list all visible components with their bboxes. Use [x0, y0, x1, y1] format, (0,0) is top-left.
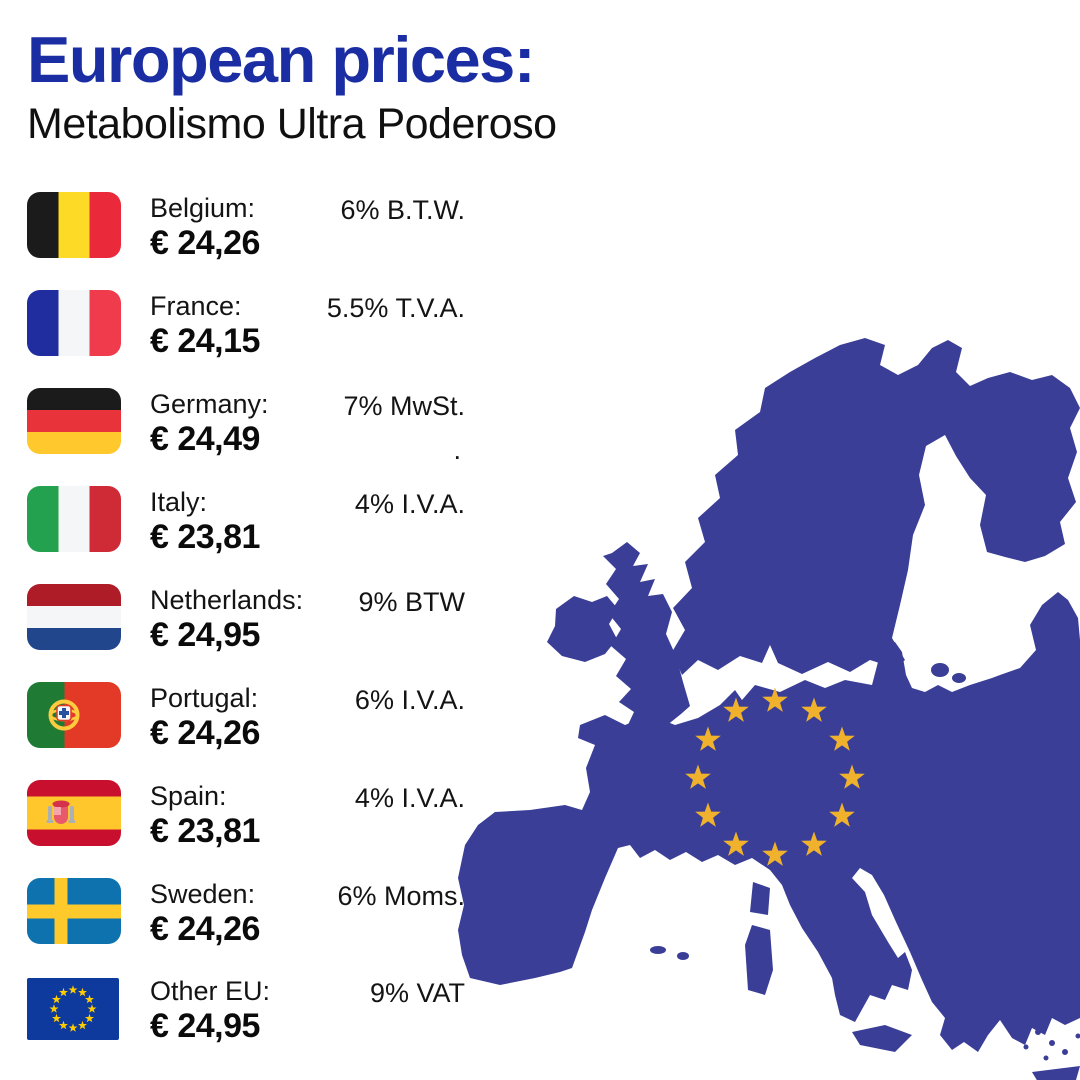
sweden-flag-icon [27, 878, 121, 944]
price-row-france: France: € 24,15 5.5% T.V.A. [27, 290, 465, 370]
price-value: € 23,81 [150, 812, 260, 850]
tax-label: 4% I.V.A. [354, 489, 465, 519]
europe-map [458, 338, 1080, 1080]
tax-label: 6% I.V.A. [354, 685, 465, 715]
price-value: € 24,26 [150, 224, 260, 262]
italy-flag-icon [27, 486, 121, 552]
tax-label: 7% MwSt. [343, 391, 465, 421]
price-row-sweden: Sweden: € 24,26 6% Moms. [27, 878, 465, 958]
tax-label: 6% B.T.W. [340, 195, 465, 225]
tax-label: 9% VAT [369, 978, 465, 1008]
price-row-germany: Germany: € 24,49 7% MwSt. . [27, 388, 465, 468]
eu-flag-icon [27, 978, 119, 1040]
price-value: € 24,26 [150, 714, 260, 752]
france-flag-icon [27, 290, 121, 356]
germany-flag-icon [27, 388, 121, 454]
spain-flag-icon [27, 780, 121, 846]
country-label: Netherlands: [150, 585, 304, 615]
tax-label: 4% I.V.A. [354, 783, 465, 813]
price-row-portugal: Portugal: € 24,26 6% I.V.A. [27, 682, 465, 762]
tax-label: 6% Moms. [337, 881, 465, 911]
country-label: France: [150, 291, 242, 321]
tax-label-extra: . [453, 435, 461, 465]
price-value: € 24,95 [150, 1007, 260, 1045]
country-label: Other EU: [150, 976, 271, 1006]
portugal-armillary-emblem-icon [48, 699, 80, 731]
portugal-flag-icon [27, 682, 121, 748]
page-title: European prices: [27, 23, 535, 96]
price-value: € 24,95 [150, 616, 260, 654]
netherlands-flag-icon [27, 584, 121, 650]
eu-flag-stars-icon [49, 985, 97, 1032]
price-value: € 23,81 [150, 518, 260, 556]
europe-landmass-icon [458, 338, 1080, 1080]
price-row-other-eu: Other EU: € 24,95 9% VAT [27, 975, 465, 1055]
price-value: € 24,26 [150, 910, 260, 948]
country-label: Spain: [150, 781, 227, 811]
belgium-flag-icon [27, 192, 121, 258]
price-row-netherlands: Netherlands: € 24,95 9% BTW [27, 584, 465, 664]
tax-label: 5.5% T.V.A. [326, 293, 465, 323]
country-label: Italy: [150, 487, 208, 517]
tax-label: 9% BTW [358, 587, 465, 617]
price-row-belgium: Belgium: € 24,26 6% B.T.W. [27, 192, 465, 272]
country-label: Portugal: [150, 683, 259, 713]
spain-coat-of-arms-icon [46, 800, 76, 824]
page-subtitle: Metabolismo Ultra Poderoso [27, 100, 557, 148]
price-row-spain: Spain: € 23,81 4% I.V.A. [27, 780, 465, 860]
price-value: € 24,15 [150, 322, 260, 360]
price-row-italy: Italy: € 23,81 4% I.V.A. [27, 486, 465, 566]
price-value: € 24,49 [150, 420, 260, 458]
country-label: Belgium: [150, 193, 256, 223]
country-label: Sweden: [150, 879, 256, 909]
country-label: Germany: [150, 389, 269, 419]
